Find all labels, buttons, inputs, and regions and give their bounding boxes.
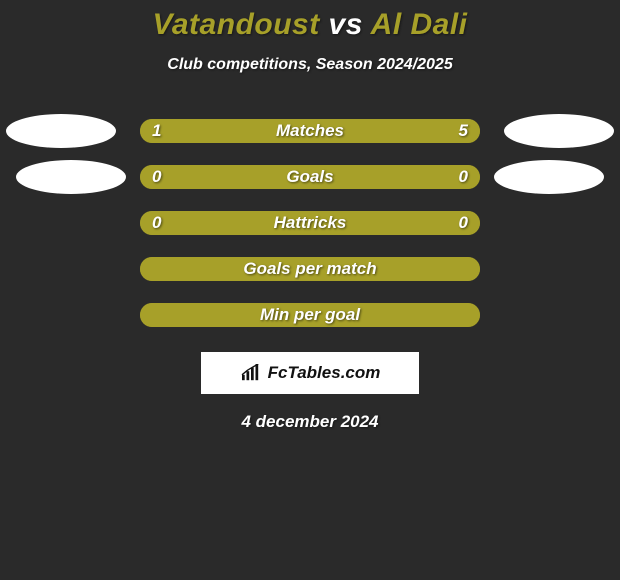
stat-value-left: 1 xyxy=(152,119,161,143)
stat-bar-left-fill xyxy=(140,257,310,281)
stat-rows: 15Matches00Goals00HattricksGoals per mat… xyxy=(0,108,620,338)
title-player1: Vatandoust xyxy=(152,8,319,41)
stat-bar: 00Goals xyxy=(140,165,480,189)
branding-box: FcTables.com xyxy=(201,352,419,394)
team-badge-right xyxy=(494,160,604,194)
title-vs: vs xyxy=(329,8,363,41)
team-badge-left xyxy=(6,114,116,148)
stat-bar: Min per goal xyxy=(140,303,480,327)
stat-bar: 15Matches xyxy=(140,119,480,143)
title-player2: Al Dali xyxy=(371,8,468,41)
stat-bar-right-fill xyxy=(197,119,480,143)
stat-bar-left-fill xyxy=(140,119,197,143)
stat-bar-right-fill xyxy=(310,257,480,281)
stat-value-right: 0 xyxy=(459,211,468,235)
branding-text: FcTables.com xyxy=(268,363,381,383)
subtitle: Club competitions, Season 2024/2025 xyxy=(0,56,620,74)
date-text: 4 december 2024 xyxy=(0,412,620,432)
comparison-infographic: Vatandoust vs Al Dali Club competitions,… xyxy=(0,0,620,580)
chart-icon xyxy=(240,364,262,382)
stat-row: Min per goal xyxy=(0,292,620,338)
stat-bar-left-fill xyxy=(140,303,310,327)
stat-bar-right-fill xyxy=(310,303,480,327)
stat-bar-right-fill xyxy=(310,165,480,189)
stat-bar-left-fill xyxy=(140,211,310,235)
stat-value-left: 0 xyxy=(152,211,161,235)
stat-value-right: 5 xyxy=(459,119,468,143)
stat-value-left: 0 xyxy=(152,165,161,189)
team-badge-left xyxy=(16,160,126,194)
team-badge-right xyxy=(504,114,614,148)
stat-bar-left-fill xyxy=(140,165,310,189)
stat-row: 15Matches xyxy=(0,108,620,154)
stat-row: 00Goals xyxy=(0,154,620,200)
stat-bar: 00Hattricks xyxy=(140,211,480,235)
page-title: Vatandoust vs Al Dali xyxy=(0,0,620,42)
stat-row: 00Hattricks xyxy=(0,200,620,246)
stat-row: Goals per match xyxy=(0,246,620,292)
stat-bar-right-fill xyxy=(310,211,480,235)
stat-bar: Goals per match xyxy=(140,257,480,281)
stat-value-right: 0 xyxy=(459,165,468,189)
